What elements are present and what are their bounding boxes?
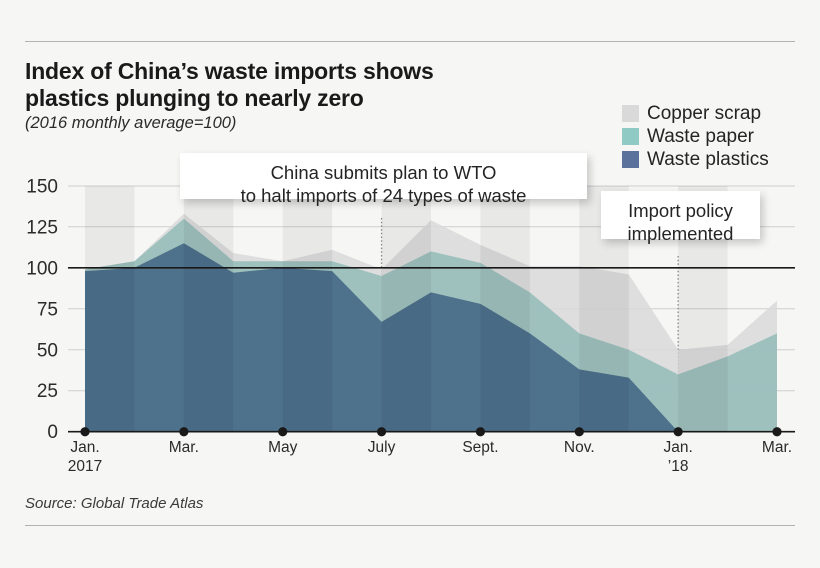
svg-text:Jan.: Jan. bbox=[70, 439, 99, 456]
svg-text:2017: 2017 bbox=[68, 458, 102, 475]
svg-text:Nov.: Nov. bbox=[564, 439, 595, 456]
svg-text:50: 50 bbox=[37, 340, 58, 361]
svg-text:July: July bbox=[368, 439, 396, 456]
svg-text:’18: ’18 bbox=[668, 458, 689, 475]
svg-text:125: 125 bbox=[26, 217, 58, 238]
svg-text:100: 100 bbox=[26, 258, 58, 279]
svg-text:150: 150 bbox=[26, 176, 58, 197]
svg-text:75: 75 bbox=[37, 299, 58, 320]
svg-text:25: 25 bbox=[37, 381, 58, 402]
svg-text:Sept.: Sept. bbox=[462, 439, 498, 456]
svg-text:Mar.: Mar. bbox=[169, 439, 199, 456]
svg-text:0: 0 bbox=[47, 422, 58, 443]
svg-text:May: May bbox=[268, 439, 298, 456]
svg-text:Mar.: Mar. bbox=[762, 439, 792, 456]
svg-text:Jan.: Jan. bbox=[663, 439, 692, 456]
